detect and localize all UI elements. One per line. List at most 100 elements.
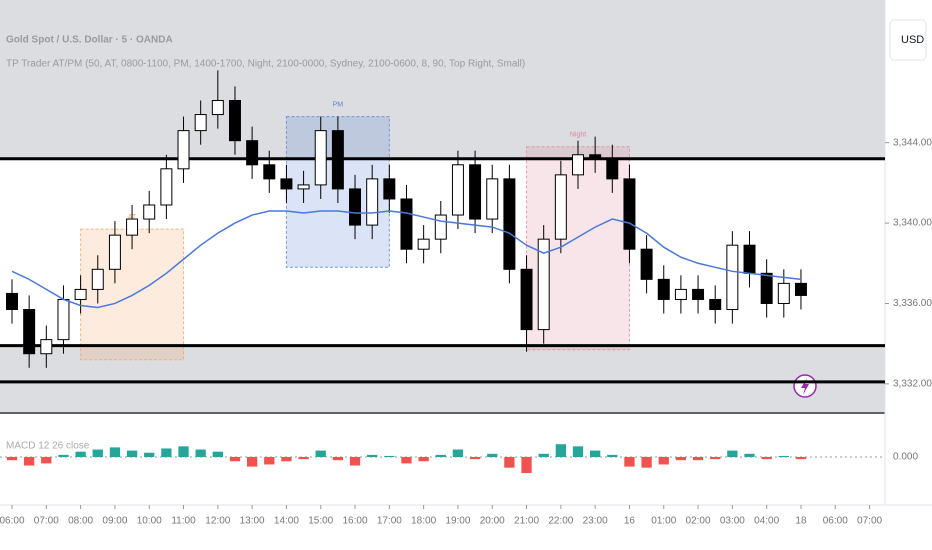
macd-label: MACD 12 26 close <box>6 441 90 452</box>
macd-bar <box>675 457 687 461</box>
macd-bar <box>264 457 275 465</box>
x-tick-label: 07:00 <box>857 516 882 527</box>
macd-bar <box>418 457 429 462</box>
candle-body <box>640 248 653 280</box>
macd-bar <box>212 451 223 457</box>
macd-bar <box>487 453 498 457</box>
candle-body <box>777 282 790 304</box>
macd-bar <box>281 457 292 462</box>
macd-bar <box>607 454 618 457</box>
candle-body <box>177 130 190 170</box>
indicator-subtitle: TP Trader AT/PM (50, AT, 0800-1100, PM, … <box>6 59 525 70</box>
background-layer <box>0 0 885 412</box>
x-tick-label: 23:00 <box>583 516 608 527</box>
x-tick-label: 06:00 <box>0 516 25 527</box>
currency-label[interactable]: USD <box>901 34 924 46</box>
macd-bar <box>435 454 446 457</box>
macd-bar <box>658 457 669 465</box>
candle-body <box>160 168 173 206</box>
macd-bar <box>572 446 584 457</box>
candle-body <box>469 164 482 220</box>
candle-body <box>486 178 499 220</box>
candle-body <box>194 114 207 132</box>
candle-body <box>434 214 447 240</box>
macd-bar <box>41 457 52 464</box>
x-tick-label: 13:00 <box>240 516 265 527</box>
candle-body <box>57 298 70 341</box>
macd-bar <box>24 457 35 466</box>
x-tick-label: 04:00 <box>754 516 779 527</box>
macd-bar <box>401 457 412 464</box>
x-tick-label: 17:00 <box>377 516 402 527</box>
candle-body <box>606 158 619 180</box>
upper-zone <box>0 0 885 159</box>
macd-bar <box>641 457 652 468</box>
moving-average <box>11 210 802 309</box>
candle-body <box>143 204 156 220</box>
candle-body <box>589 154 602 160</box>
session-label: Night <box>570 132 586 139</box>
x-tick-label: 16:00 <box>343 516 368 527</box>
macd-bar <box>384 455 395 457</box>
candle-body <box>314 130 327 186</box>
macd-bar <box>692 457 704 461</box>
candle-body <box>554 174 567 240</box>
macd-bar <box>710 457 721 460</box>
candle-body <box>6 292 18 311</box>
candle-body <box>349 188 362 226</box>
candle-body <box>657 278 670 300</box>
macd-bar <box>469 457 481 460</box>
x-tick-label: 10:00 <box>137 516 162 527</box>
candle-body <box>108 234 121 270</box>
x-tick-label: 08:00 <box>68 516 93 527</box>
macd-bar <box>75 451 86 457</box>
macd-bar <box>315 450 326 457</box>
session-label: PM <box>333 101 344 108</box>
macd-bar <box>795 457 807 460</box>
candle-body <box>400 198 413 250</box>
x-tick-label: 18:00 <box>411 516 436 527</box>
x-tick-label: 20:00 <box>480 516 505 527</box>
macd-bar <box>109 447 121 457</box>
x-tick-label: 21:00 <box>514 516 539 527</box>
macd-bar <box>624 457 635 467</box>
macd-bar <box>452 449 464 457</box>
macd-bar <box>58 454 69 457</box>
macd-bar <box>298 457 309 460</box>
currency-button[interactable] <box>889 19 927 61</box>
candle-body <box>297 184 310 190</box>
candle-body <box>451 164 464 216</box>
x-tick-label: 11:00 <box>171 516 196 527</box>
x-tick-label: 15:00 <box>308 516 333 527</box>
macd-bar <box>744 453 755 457</box>
candle-body <box>743 244 756 274</box>
x-tick-label: 14:00 <box>274 516 299 527</box>
candle-body <box>726 244 739 311</box>
candle-body <box>572 154 584 176</box>
x-tick-label: 03:00 <box>720 516 745 527</box>
macd-bar <box>144 452 155 457</box>
macd-bar <box>161 448 172 457</box>
candle-body <box>623 178 636 250</box>
candle-body <box>228 99 241 142</box>
macd-bar <box>538 453 549 457</box>
candle-body <box>211 99 224 116</box>
candle-body <box>383 178 396 200</box>
x-tick-label: 01:00 <box>651 516 676 527</box>
macd-bar <box>332 457 344 461</box>
candle-body <box>760 272 773 304</box>
x-tick-label: 22:00 <box>548 516 573 527</box>
macd-bar <box>590 450 601 457</box>
x-tick-label: 12:00 <box>205 516 230 527</box>
candle-body <box>692 288 705 300</box>
macd-bar <box>761 457 772 460</box>
candle-body <box>91 268 104 290</box>
macd-bar <box>6 457 18 461</box>
macd-bar <box>521 457 532 473</box>
macd-bar <box>229 457 241 462</box>
candle-body <box>23 309 36 355</box>
candle-body <box>331 130 344 190</box>
x-tick-label: 02:00 <box>686 516 711 527</box>
alert-icon[interactable] <box>793 374 817 398</box>
